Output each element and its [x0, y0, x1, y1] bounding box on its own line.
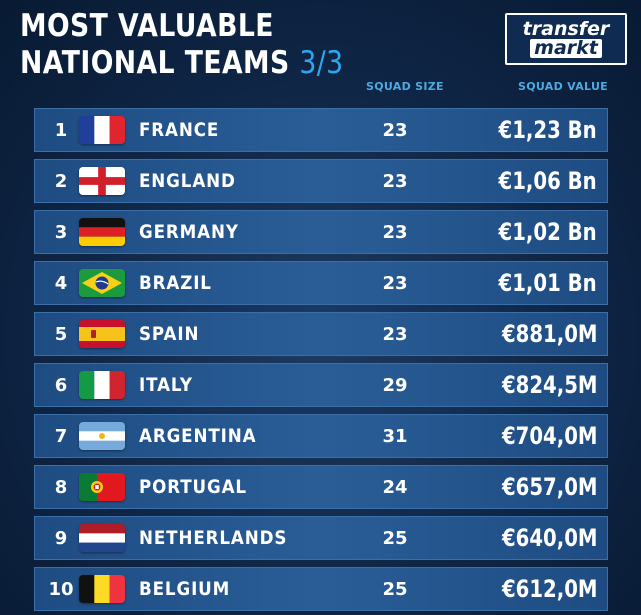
squad-size: 25: [382, 578, 408, 600]
squad-value: €824,5M: [501, 371, 597, 399]
brazil-flag: [79, 269, 125, 297]
logo-line-1: transfer: [522, 18, 610, 40]
rank-number: 4: [54, 272, 68, 294]
rank-number: 8: [54, 476, 68, 498]
portugal-flag: [79, 473, 125, 501]
netherlands-flag: [79, 524, 125, 552]
squad-size: 23: [382, 170, 408, 192]
squad-value: €1,23 Bn: [498, 116, 597, 144]
squad-size: 23: [382, 272, 408, 294]
country-name: ENGLAND: [139, 170, 236, 192]
transfermarkt-logo: transfer markt: [505, 13, 627, 65]
germany-flag: [79, 218, 125, 246]
country-name: BRAZIL: [139, 272, 212, 294]
country-name: GERMANY: [139, 221, 239, 243]
logo-line-2: markt: [530, 39, 602, 58]
page-indicator: 3/3: [299, 45, 344, 81]
country-name: FRANCE: [139, 119, 220, 141]
table-row: 8 PORTUGAL 24 €657,0M: [34, 465, 608, 509]
rank-number: 7: [54, 425, 68, 447]
squad-size: 31: [382, 425, 408, 447]
squad-value: €1,01 Bn: [498, 269, 597, 297]
italy-flag: [79, 371, 125, 399]
title-line-1: MOST VALUABLE: [20, 8, 274, 44]
table-row: 10 BELGIUM 25 €612,0M: [34, 567, 608, 611]
table-row: 2 ENGLAND 23 €1,06 Bn: [34, 159, 608, 203]
country-name: SPAIN: [139, 323, 200, 345]
country-name: NETHERLANDS: [139, 527, 288, 549]
squad-value: €704,0M: [501, 422, 597, 450]
squad-value: €657,0M: [501, 473, 597, 501]
country-name: PORTUGAL: [139, 476, 247, 498]
squad-value: €1,06 Bn: [498, 167, 597, 195]
belgium-flag: [79, 575, 125, 603]
england-flag: [79, 167, 125, 195]
rank-number: 5: [54, 323, 68, 345]
squad-size: 25: [382, 527, 408, 549]
table-row: 1 FRANCE 23 €1,23 Bn: [34, 108, 608, 152]
squad-size: 23: [382, 323, 408, 345]
squad-size: 29: [382, 374, 408, 396]
rank-number: 1: [54, 119, 68, 141]
rank-number: 10: [48, 578, 74, 600]
table-row: 3 GERMANY 23 €1,02 Bn: [34, 210, 608, 254]
squad-value: €881,0M: [501, 320, 597, 348]
squad-value-header: SQUAD VALUE: [518, 80, 608, 93]
squad-value: €1,02 Bn: [498, 218, 597, 246]
table-row: 6 ITALY 29 €824,5M: [34, 363, 608, 407]
squad-value: €612,0M: [501, 575, 597, 603]
spain-flag: [79, 320, 125, 348]
rank-number: 2: [54, 170, 68, 192]
squad-size: 23: [382, 221, 408, 243]
country-name: ARGENTINA: [139, 425, 257, 447]
rank-number: 9: [54, 527, 68, 549]
squad-size: 24: [382, 476, 408, 498]
rank-number: 3: [54, 221, 68, 243]
squad-value: €640,0M: [501, 524, 597, 552]
squad-size: 23: [382, 119, 408, 141]
page-title: MOST VALUABLE NATIONAL TEAMS 3/3: [20, 8, 344, 82]
table-row: 4 BRAZIL 23 €1,01 Bn: [34, 261, 608, 305]
table-row: 9 NETHERLANDS 25 €640,0M: [34, 516, 608, 560]
france-flag: [79, 116, 125, 144]
title-line-2-text: NATIONAL TEAMS: [20, 45, 290, 81]
country-name: BELGIUM: [139, 578, 231, 600]
title-line-2: NATIONAL TEAMS 3/3: [20, 45, 344, 82]
table-row: 7 ARGENTINA 31 €704,0M: [34, 414, 608, 458]
argentina-flag: [79, 422, 125, 450]
squad-size-header: SQUAD SIZE: [366, 80, 444, 93]
table-row: 5 SPAIN 23 €881,0M: [34, 312, 608, 356]
country-name: ITALY: [139, 374, 193, 396]
rank-number: 6: [54, 374, 68, 396]
